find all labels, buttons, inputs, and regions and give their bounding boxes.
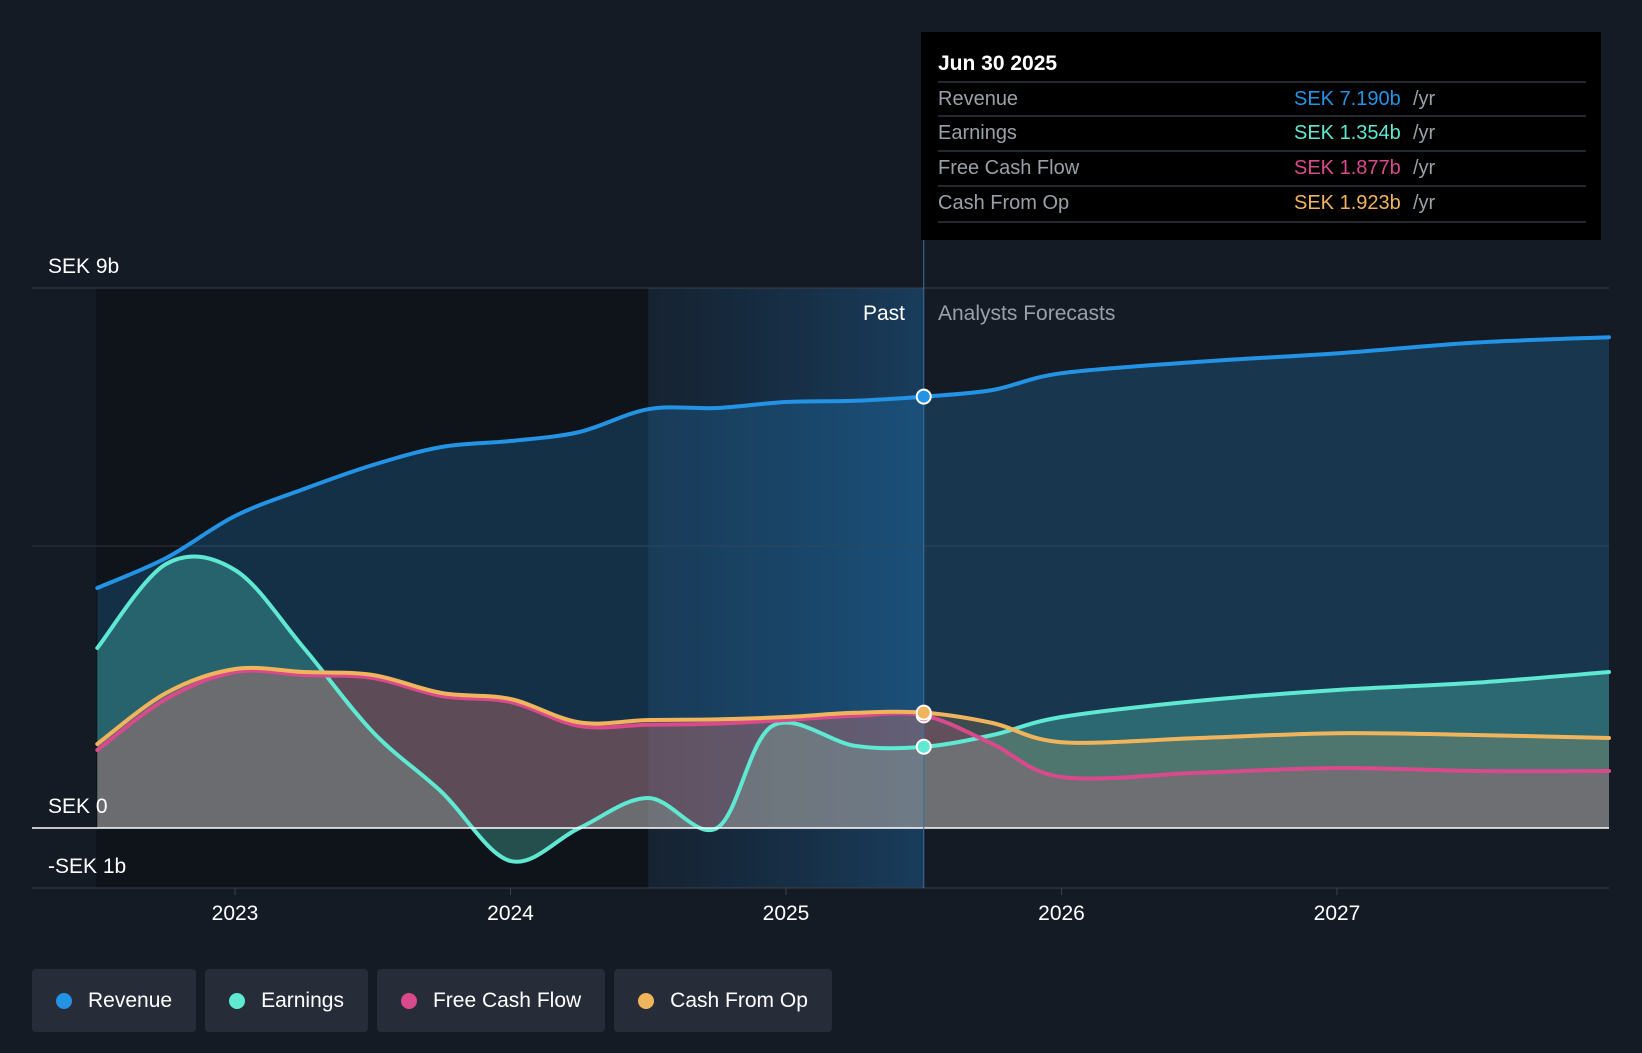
- legend-item-cash-from-op[interactable]: Cash From Op: [614, 969, 832, 1032]
- series-areas: [97, 337, 1609, 862]
- revenue-marker: [915, 388, 932, 405]
- tooltip-revenue-unit: /yr: [1413, 88, 1436, 110]
- legend-label: Free Cash Flow: [432, 988, 582, 1012]
- tooltip-fcf-label: Free Cash Flow: [938, 157, 1080, 179]
- earnings-line: [95, 554, 1611, 864]
- tooltip-revenue-label: Revenue: [938, 88, 1018, 110]
- tooltip: Jun 30 2025 Revenue SEK 7.190b /yr Earni…: [921, 32, 1601, 240]
- tooltip-earnings-unit: /yr: [1413, 122, 1436, 144]
- gridlines: [32, 287, 1609, 889]
- legend-item-earnings[interactable]: Earnings: [205, 969, 368, 1032]
- x-tick-label: 2026: [1038, 902, 1085, 925]
- tooltip-cfo-value: SEK 1.923b: [1294, 192, 1401, 214]
- tooltip-fcf-value: SEK 1.877b: [1294, 157, 1401, 179]
- legend-label: Cash From Op: [670, 988, 808, 1012]
- x-tick-label: 2024: [487, 902, 534, 925]
- x-axis-ticks: 2023 2024 2025 2026 2027: [212, 888, 1361, 925]
- legend-label: Earnings: [261, 988, 344, 1012]
- earnings-marker: [915, 738, 932, 755]
- legend-label: Revenue: [88, 988, 173, 1012]
- revenue-line: [95, 335, 1611, 590]
- y-axis-ticks: SEK 9b SEK 0 -SEK 1b: [48, 255, 126, 878]
- past-region-highlight: [648, 288, 924, 888]
- y-tick-label: SEK 0: [48, 795, 108, 818]
- forecast-label: Analysts Forecasts: [938, 302, 1115, 325]
- tooltip-date: Jun 30 2025: [938, 52, 1057, 75]
- tooltip-earnings-label: Earnings: [938, 122, 1017, 144]
- history-region-shade: [96, 288, 649, 888]
- tooltip-fcf-unit: /yr: [1413, 157, 1436, 179]
- cash-from-op-dot-icon: [638, 992, 655, 1009]
- tooltip-earnings-value: SEK 1.354b: [1294, 122, 1401, 144]
- y-tick-label: -SEK 1b: [48, 855, 126, 878]
- y-tick-label: SEK 9b: [48, 255, 119, 278]
- hover-markers: [915, 388, 932, 755]
- free-cash-flow-line: [95, 668, 1611, 781]
- free-cash-flow-dot-icon: [400, 992, 417, 1009]
- past-label: Past: [863, 302, 905, 325]
- revenue-area: [97, 337, 1609, 828]
- cash-from-op-line: [95, 665, 1611, 746]
- legend-item-revenue[interactable]: Revenue: [32, 969, 197, 1032]
- tooltip-cfo-unit: /yr: [1413, 192, 1436, 214]
- revenue-dot-icon: [56, 992, 72, 1009]
- earnings-dot-icon: [229, 992, 246, 1009]
- legend-item-free-cash-flow[interactable]: Free Cash Flow: [376, 969, 606, 1032]
- free-cash-flow-area: [97, 670, 1609, 828]
- x-tick-label: 2023: [212, 902, 259, 925]
- earnings-area: [97, 556, 1609, 862]
- x-tick-label: 2027: [1314, 902, 1361, 925]
- cash-from-op-area: [97, 667, 1609, 828]
- tooltip-cfo-label: Cash From Op: [938, 192, 1069, 214]
- series-lines: [32, 335, 1611, 864]
- tooltip-background: [921, 32, 1601, 240]
- legend: Revenue Earnings Free Cash Flow Cash Fro…: [32, 969, 832, 1032]
- cash-from-op-marker: [915, 704, 932, 721]
- tooltip-revenue-value: SEK 7.190b: [1294, 88, 1401, 110]
- x-tick-label: 2025: [763, 902, 810, 925]
